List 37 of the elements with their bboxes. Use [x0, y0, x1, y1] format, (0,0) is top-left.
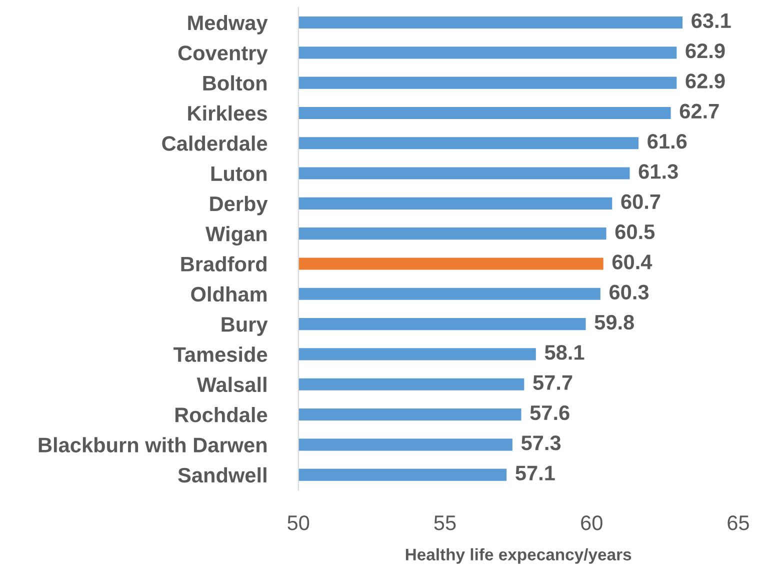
y-tick-label: Coventry	[178, 46, 268, 65]
data-label: 57.3	[521, 436, 561, 450]
data-label: 60.5	[615, 224, 655, 240]
data-label: 60.4	[612, 254, 652, 270]
y-tick-label: Walsall	[196, 376, 266, 392]
y-tick-label: Medway	[188, 14, 268, 34]
data-label: 62.9	[686, 74, 725, 88]
x-tick-label: 50	[288, 515, 310, 530]
y-tick-label: Luton	[211, 166, 267, 182]
data-label: 63.1	[692, 13, 731, 28]
y-tick-label: Kirklees	[188, 105, 267, 121]
data-label: 62.7	[680, 104, 719, 119]
x-axis-title: Healthy life expecancy/years	[406, 548, 632, 564]
y-tick-label: Tameside	[173, 346, 268, 362]
y-tick-label: Derby	[210, 196, 268, 216]
y-tick-label: Sandwell	[178, 467, 266, 483]
data-label: 60.7	[621, 194, 660, 210]
y-tick-label: Oldham	[191, 286, 267, 302]
x-tick-label: 60	[581, 515, 602, 530]
y-tick-label: Calderdale	[162, 136, 268, 151]
y-tick-label: Bury	[222, 317, 268, 336]
data-label: 58.1	[544, 345, 584, 360]
data-label: 62.9	[686, 43, 725, 58]
data-label: 61.6	[648, 134, 687, 149]
data-label: 57.6	[530, 405, 570, 420]
data-label: 60.3	[610, 284, 649, 300]
data-label: 57.1	[516, 466, 555, 480]
data-label: 61.3	[638, 164, 678, 179]
data-label: 57.7	[533, 375, 572, 390]
y-tick-label: Blackburn with Darwen	[38, 437, 267, 452]
y-tick-label: Wigan	[206, 226, 267, 246]
data-label: 59.8	[594, 314, 634, 330]
y-tick-label: Bolton	[203, 75, 267, 91]
x-tick-label: 65	[728, 515, 749, 530]
y-tick-label: Bradford	[181, 256, 266, 272]
x-tick-label: 55	[434, 516, 456, 530]
y-tick-label: Rochdale	[175, 406, 268, 422]
